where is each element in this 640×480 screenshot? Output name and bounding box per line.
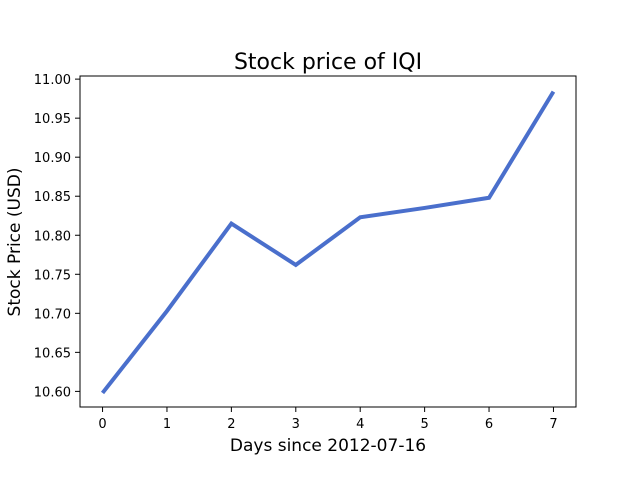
x-tick-label: 6 [485, 417, 493, 432]
data-point [102, 392, 103, 393]
data-point [553, 91, 554, 92]
series-line [100, 90, 556, 395]
data-point [166, 310, 167, 311]
x-tick-label: 5 [420, 417, 428, 432]
y-tick-label: 10.90 [34, 151, 71, 166]
y-axis-label: Stock Price (USD) [5, 168, 25, 317]
data-point [231, 223, 232, 224]
x-tick-label: 1 [163, 417, 171, 432]
y-tick-label: 10.70 [34, 307, 71, 322]
x-tick-label: 4 [356, 417, 364, 432]
data-point [360, 217, 361, 218]
y-tick-label: 11.00 [34, 73, 71, 88]
y-tick-label: 10.95 [34, 112, 71, 127]
data-point [489, 197, 490, 198]
y-tick-label: 10.75 [34, 268, 71, 283]
plot-frame [79, 75, 577, 408]
y-tick-label: 10.85 [34, 190, 71, 205]
x-axis-label: Days since 2012-07-16 [230, 436, 426, 456]
x-tick-label: 3 [292, 417, 300, 432]
y-tick-label: 10.60 [34, 385, 71, 400]
x-tick-label: 0 [98, 417, 106, 432]
x-tick-label: 2 [227, 417, 235, 432]
data-point [424, 207, 425, 208]
chart-title: Stock price of IQI [234, 50, 422, 75]
y-tick-label: 10.80 [34, 229, 71, 244]
data-point [295, 264, 296, 265]
y-tick-label: 10.65 [34, 346, 71, 361]
x-tick-label: 7 [549, 417, 557, 432]
